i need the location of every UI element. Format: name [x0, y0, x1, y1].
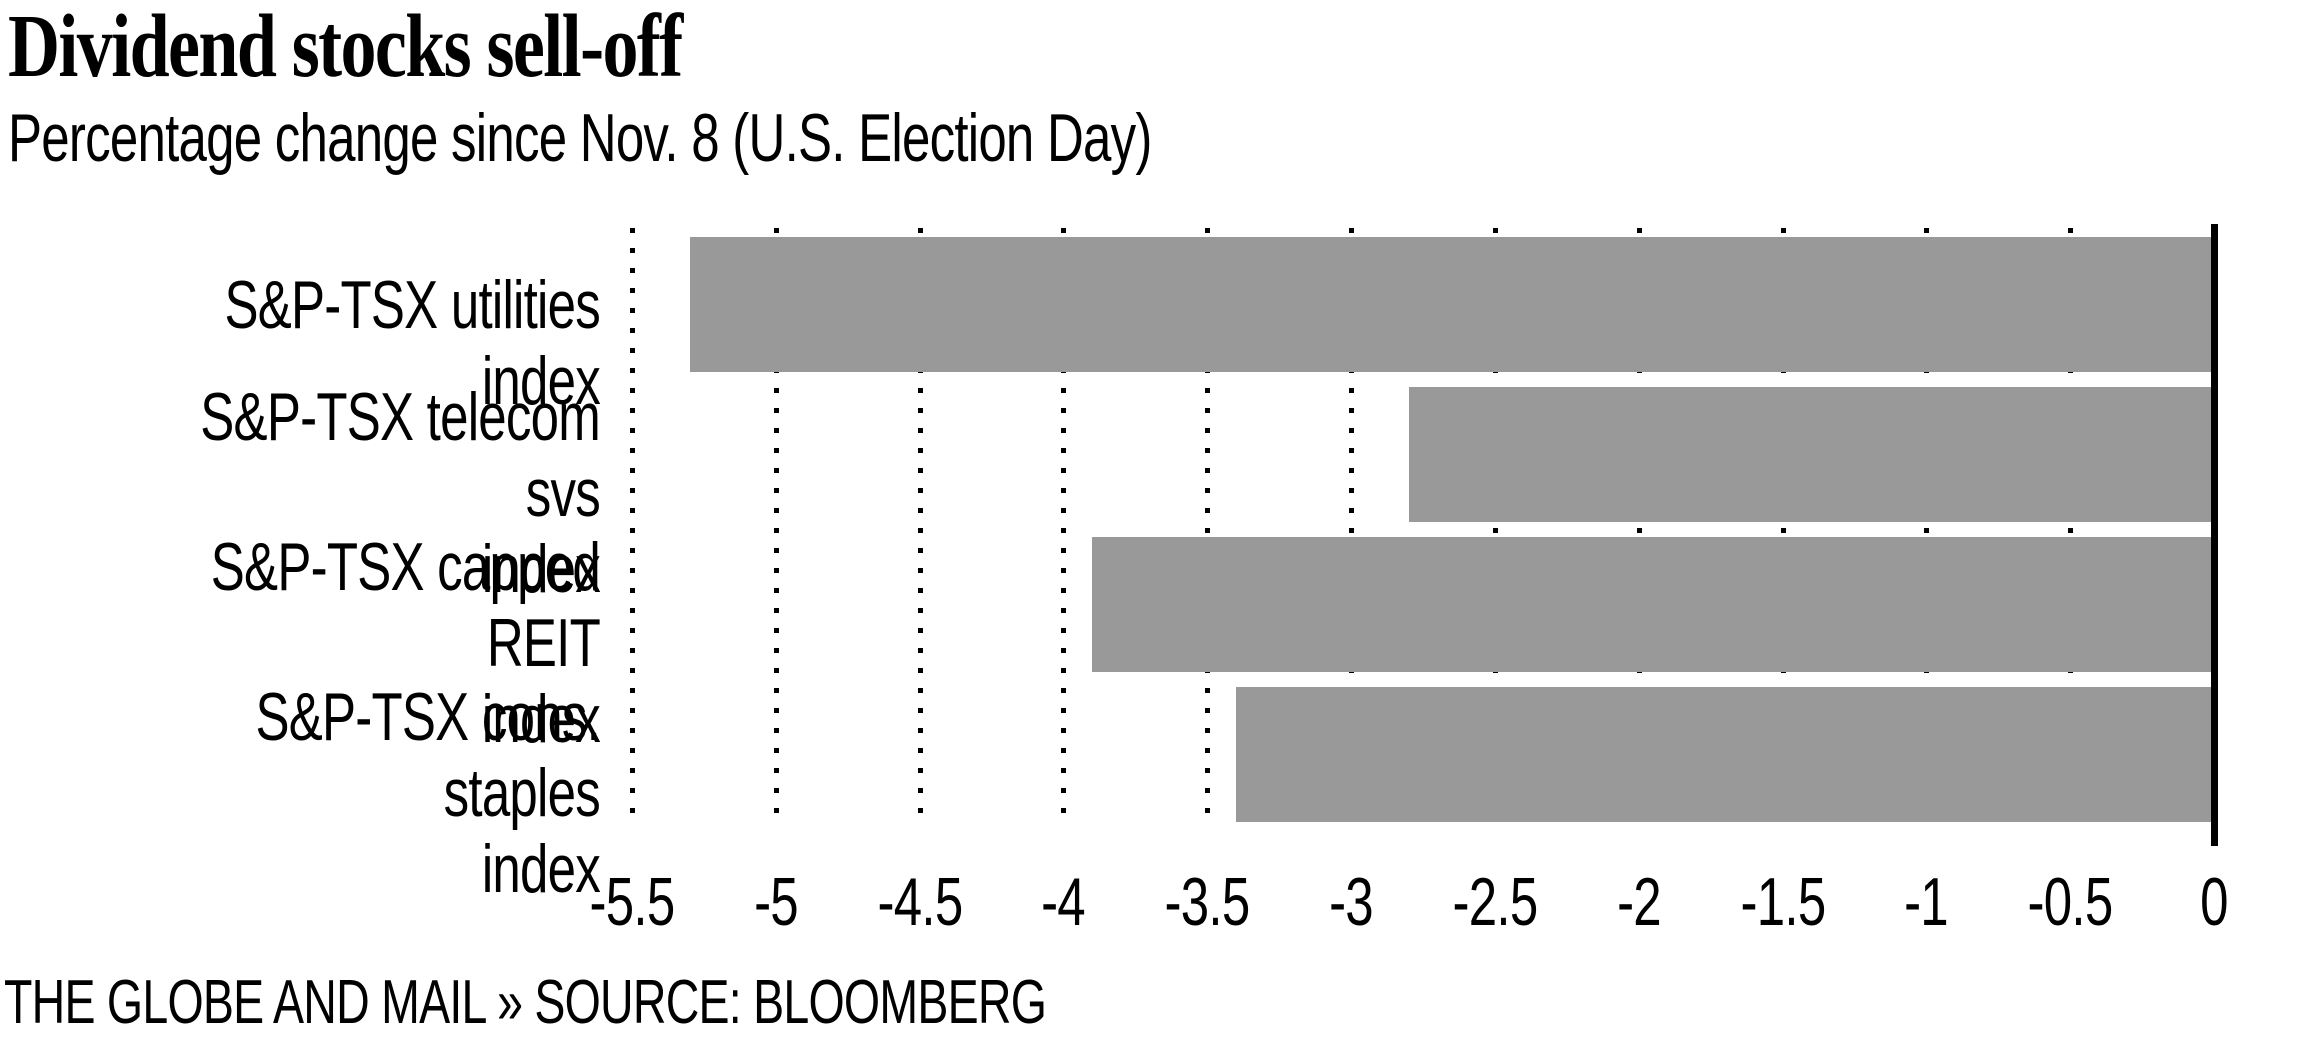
gridline [1061, 228, 1067, 820]
chart-title: Dividend stocks sell-off [8, 0, 683, 96]
bar-4 [1236, 687, 2214, 822]
gridline [1349, 228, 1355, 820]
tick-label--1: -1 [1904, 864, 1949, 940]
gridline [773, 228, 779, 820]
gridline [1636, 228, 1642, 820]
category-label-1: S&P-TSX utilities index [224, 267, 600, 419]
category-label-4: S&P-TSX cons. staples index [255, 679, 600, 907]
tick-label--5: -5 [754, 864, 799, 940]
category-label-2: S&P-TSX telecom svs index [200, 379, 600, 607]
gridline [917, 228, 923, 820]
source-line: THE GLOBE AND MAIL » SOURCE: BLOOMBERG [4, 968, 1047, 1037]
tick-label--5.5: -5.5 [589, 864, 676, 940]
bar-1 [689, 237, 2214, 372]
chart-subtitle: Percentage change since Nov. 8 (U.S. Ele… [8, 100, 1152, 176]
gridline [1492, 228, 1498, 820]
gridline [630, 228, 635, 820]
bar-3 [1092, 537, 2214, 672]
bar-2 [1408, 387, 2214, 522]
tick-label--3.5: -3.5 [1164, 864, 1251, 940]
tick-label--3: -3 [1329, 864, 1374, 940]
tick-label--4: -4 [1041, 864, 1086, 940]
gridline [1205, 228, 1211, 820]
tick-label--1.5: -1.5 [1740, 864, 1827, 940]
tick-label--2: -2 [1617, 864, 1662, 940]
zero-axis-line [2211, 224, 2218, 846]
tick-label--0.5: -0.5 [2027, 864, 2114, 940]
gridline [1780, 228, 1786, 820]
tick-label--4.5: -4.5 [877, 864, 964, 940]
tick-label--2.5: -2.5 [1452, 864, 1539, 940]
category-label-3: S&P-TSX capped REIT index [210, 529, 601, 757]
gridline [1924, 228, 1930, 820]
gridline [2068, 228, 2074, 820]
tick-label-0: 0 [2200, 864, 2228, 940]
